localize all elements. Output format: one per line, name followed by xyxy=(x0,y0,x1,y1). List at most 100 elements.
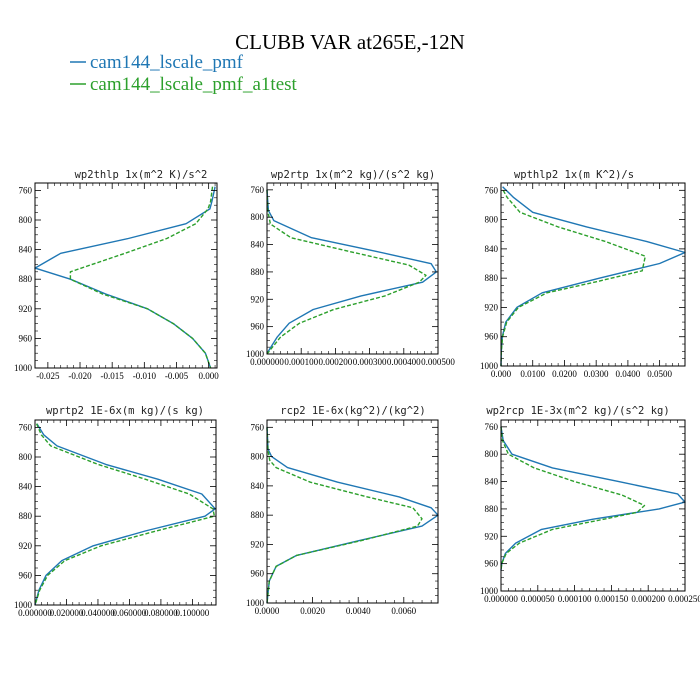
plot-area-2: 760 800 840 880 920 960 10000.000 0.0100 0.0200 0… xyxy=(480,182,686,379)
ytick-label-3-880: 880 xyxy=(19,511,33,521)
xtick-label-1-0: 0.000000 xyxy=(250,357,284,367)
xtick-label-3-5: 0.100000 xyxy=(176,608,210,618)
ytick-label-4-880: 880 xyxy=(251,510,265,520)
xtick-label-5-3: 0.000150 xyxy=(595,594,629,604)
ytick-label-2-760: 760 xyxy=(485,185,499,195)
ytick-label-3-920: 920 xyxy=(19,541,33,551)
ytick-label-1-880: 880 xyxy=(251,267,265,277)
xtick-label-4-1: 0.0020 xyxy=(300,606,325,616)
ytick-label-4-840: 840 xyxy=(251,481,265,491)
ytick-label-4-920: 920 xyxy=(251,539,265,549)
xtick-label-3-0: 0.000000 xyxy=(18,608,52,618)
ytick-label-0-920: 920 xyxy=(19,304,33,314)
ytick-label-1-1000: 1000 xyxy=(246,349,265,359)
xtick-label-0-1: -0.020 xyxy=(68,371,92,381)
ytick-label-3-960: 960 xyxy=(19,570,33,580)
plot-frame-0 xyxy=(34,182,218,369)
panel-title-3: wprtp2 1E-6x(m kg)/(s kg) xyxy=(46,405,204,417)
xtick-label-2-1: 0.0100 xyxy=(520,369,545,379)
ytick-label-3-840: 840 xyxy=(19,482,33,492)
xtick-label-5-2: 0.000100 xyxy=(558,594,592,604)
xtick-label-3-1: 0.020000 xyxy=(50,608,84,618)
ytick-label-0-840: 840 xyxy=(19,245,33,255)
xtick-label-5-4: 0.000200 xyxy=(631,594,665,604)
ytick-label-1-920: 920 xyxy=(251,294,265,304)
series-line-4-0 xyxy=(266,427,439,604)
ytick-label-4-760: 760 xyxy=(251,422,265,432)
series-line-4-1 xyxy=(266,427,423,604)
ytick-label-5-840: 840 xyxy=(485,477,499,487)
panel-title-4: rcp2 1E-6x(kg^2)/(kg^2) xyxy=(280,405,425,417)
ytick-label-0-760: 760 xyxy=(19,185,33,195)
plot-frame-2 xyxy=(500,182,686,367)
xtick-label-1-4: 0.000400 xyxy=(387,357,421,367)
legend: cam144_lscale_pmf cam144_lscale_pmf_a1te… xyxy=(70,52,298,95)
ytick-label-5-760: 760 xyxy=(485,422,499,432)
ytick-label-5-960: 960 xyxy=(485,559,499,569)
xtick-label-5-0: 0.000000 xyxy=(484,594,518,604)
xtick-label-4-3: 0.0060 xyxy=(391,606,416,616)
xtick-label-4-2: 0.0040 xyxy=(346,606,371,616)
legend-label-0: cam144_lscale_pmf xyxy=(90,52,244,73)
series-line-0-1 xyxy=(69,186,214,369)
xtick-label-1-1: 0.000100 xyxy=(284,357,318,367)
xtick-label-3-3: 0.060000 xyxy=(113,608,147,618)
series-line-2-0 xyxy=(500,186,686,367)
ytick-label-2-880: 880 xyxy=(485,273,499,283)
ytick-label-3-800: 800 xyxy=(19,452,33,462)
xtick-label-0-2: -0.015 xyxy=(101,371,125,381)
ytick-label-4-800: 800 xyxy=(251,452,265,462)
panel-title-0: wp2thlp 1x(m^2 K)/s^2 xyxy=(75,169,208,181)
ytick-label-0-880: 880 xyxy=(19,274,33,284)
series-line-0-0 xyxy=(34,186,216,369)
panel-0: wp2thlp 1x(m^2 K)/s^2 760 800 840 880 920 960… xyxy=(14,169,219,381)
xtick-label-5-1: 0.000050 xyxy=(521,594,555,604)
xtick-label-1-3: 0.000300 xyxy=(353,357,387,367)
ytick-label-2-1000: 1000 xyxy=(480,361,499,371)
series-line-1-1 xyxy=(266,189,427,355)
ytick-label-5-880: 880 xyxy=(485,504,499,514)
xtick-label-3-4: 0.080000 xyxy=(144,608,178,618)
plot-frame-5 xyxy=(500,419,686,592)
xtick-label-0-5: 0.000 xyxy=(199,371,220,381)
series-line-1-0 xyxy=(266,189,437,355)
xtick-label-5-5: 0.000250 xyxy=(668,594,700,604)
series-line-5-0 xyxy=(500,426,686,571)
ytick-label-3-760: 760 xyxy=(19,422,33,432)
panel-5: wp2rcp 1E-3x(m^2 kg)/(s^2 kg) 760 800 840 8… xyxy=(480,405,700,604)
panel-2: wpthlp2 1x(m K^2)/s 760 800 840 880 920 960 10… xyxy=(480,169,686,379)
xtick-label-2-3: 0.0300 xyxy=(584,369,609,379)
panel-1: wp2rtp 1x(m^2 kg)/(s^2 kg) 760 800 840 880 9… xyxy=(246,169,455,367)
ytick-label-1-800: 800 xyxy=(251,212,265,222)
panel-title-5: wp2rcp 1E-3x(m^2 kg)/(s^2 kg) xyxy=(486,405,669,417)
plot-area-3: 76080084088092096010000.0000000.0200000.… xyxy=(14,419,217,618)
xtick-label-2-5: 0.0500 xyxy=(647,369,672,379)
xtick-label-2-2: 0.0200 xyxy=(552,369,577,379)
figure-title: CLUBB VAR at265E,-12N xyxy=(235,30,465,54)
ytick-label-5-920: 920 xyxy=(485,531,499,541)
ytick-label-2-800: 800 xyxy=(485,215,499,225)
series-line-2-1 xyxy=(500,189,646,367)
xtick-label-3-2: 0.040000 xyxy=(81,608,115,618)
series-line-3-1 xyxy=(34,423,216,606)
ytick-label-1-960: 960 xyxy=(251,322,265,332)
ytick-label-0-800: 800 xyxy=(19,215,33,225)
series-line-3-0 xyxy=(34,423,216,606)
legend-item-0: cam144_lscale_pmf xyxy=(70,52,244,73)
plot-frame-4 xyxy=(266,419,439,604)
ytick-label-5-1000: 1000 xyxy=(480,586,499,596)
ytick-label-3-1000: 1000 xyxy=(14,600,33,610)
plot-frame-1 xyxy=(266,182,439,355)
ytick-label-4-1000: 1000 xyxy=(246,598,265,608)
plot-area-4: 760 800 840 880 920 960 10000.0000 0.0020 0.0040… xyxy=(246,419,439,616)
xtick-label-2-4: 0.0400 xyxy=(616,369,641,379)
plot-area-0: 760 800 840 880 920 960 1000-0.025 -0.020 -0.015… xyxy=(14,182,220,381)
panel-4: rcp2 1E-6x(kg^2)/(kg^2) 760 800 840 880 920 9… xyxy=(246,405,439,616)
ytick-label-5-800: 800 xyxy=(485,449,499,459)
xtick-label-1-5: 0.000500 xyxy=(421,357,455,367)
ytick-label-2-840: 840 xyxy=(485,244,499,254)
xtick-label-0-0: -0.025 xyxy=(36,371,60,381)
ytick-label-1-840: 840 xyxy=(251,240,265,250)
